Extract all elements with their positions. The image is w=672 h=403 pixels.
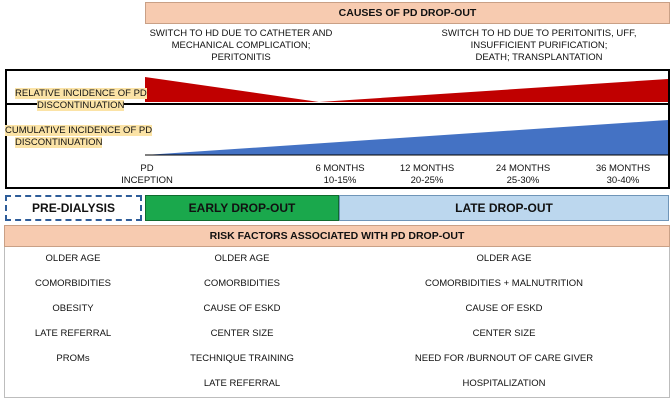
risk-item: TECHNIQUE TRAINING [190, 353, 294, 364]
risk-item: OLDER AGE [476, 253, 532, 264]
early-cause-line: PERITONITIS [211, 52, 271, 63]
early-causes: SWITCH TO HD DUE TO CATHETER AND MECHANI… [146, 28, 336, 64]
timepoint-label: 36 MONTHS [595, 163, 651, 174]
risk-item: CAUSE OF ESKD [203, 303, 281, 314]
early-cause-line: SWITCH TO HD DUE TO CATHETER AND [149, 28, 333, 39]
phase-pre-dialysis: PRE-DIALYSIS [5, 195, 142, 221]
relative-label-line: RELATIVE INCIDENCE OF PD [15, 88, 147, 99]
cumulative-incidence-shape [145, 120, 668, 155]
relative-label: RELATIVE INCIDENCE OF PD DISCONTINUATION [15, 88, 150, 112]
timepoint-label: 6 MONTHS [315, 163, 365, 174]
risk-item: PROMs [56, 353, 90, 364]
risk-item: HOSPITALIZATION [462, 378, 546, 389]
timepoint-label: 12 MONTHS [399, 163, 455, 174]
cumulative-label-line: CUMULATIVE INCIDENCE OF PD [5, 125, 153, 136]
risk-column-pre: OLDER AGE COMORBIDITIES OBESITY LATE REF… [5, 253, 141, 378]
timepoint-inception: PD INCEPTION [107, 163, 187, 187]
late-cause-line: INSUFFICIENT PURIFICATION; [470, 40, 608, 51]
risk-item: COMORBIDITIES [34, 278, 111, 289]
timepoint-36-months: 36 MONTHS 30-40% [583, 163, 663, 187]
risk-item: CENTER SIZE [210, 328, 274, 339]
late-cause-line: SWITCH TO HD DUE TO PERITONITIS, UFF, [441, 28, 637, 39]
timepoint-sub: 25-30% [506, 175, 540, 186]
cumulative-label: CUMULATIVE INCIDENCE OF PD DISCONTINUATI… [5, 125, 155, 149]
timepoint-sub: 30-40% [606, 175, 640, 186]
risk-column-early: OLDER AGE COMORBIDITIES CAUSE OF ESKD CE… [145, 253, 339, 403]
risk-item: CAUSE OF ESKD [465, 303, 543, 314]
risk-item: LATE REFERRAL [203, 378, 281, 389]
relative-label-line: DISCONTINUATION [37, 100, 125, 111]
timepoint-label: 24 MONTHS [495, 163, 551, 174]
risk-column-late: OLDER AGE COMORBIDITIES + MALNUTRITION C… [339, 253, 669, 403]
cumulative-label-line: DISCONTINUATION [15, 137, 103, 148]
risk-item: OLDER AGE [45, 253, 101, 264]
risk-item: LATE REFERRAL [34, 328, 112, 339]
risk-item: CENTER SIZE [472, 328, 536, 339]
early-cause-line: MECHANICAL COMPLICATION; [171, 40, 311, 51]
risk-item: NEED FOR /BURNOUT OF CARE GIVER [414, 353, 594, 364]
timepoint-6-months: 6 MONTHS 10-15% [300, 163, 380, 187]
late-cause-line: DEATH; TRANSPLANTATION [475, 52, 603, 63]
phase-early-drop-out: EARLY DROP-OUT [145, 195, 339, 221]
risk-item: COMORBIDITIES [203, 278, 280, 289]
risk-header: RISK FACTORS ASSOCIATED WITH PD DROP-OUT [4, 225, 670, 247]
timepoint-label: PD [140, 163, 154, 174]
timepoint-sub: INCEPTION [121, 175, 173, 186]
timepoint-sub: 20-25% [410, 175, 444, 186]
risk-item: COMORBIDITIES + MALNUTRITION [424, 278, 584, 289]
timepoint-sub: 10-15% [323, 175, 357, 186]
phase-late-drop-out: LATE DROP-OUT [339, 195, 669, 221]
risk-item: OLDER AGE [214, 253, 270, 264]
risk-item: OBESITY [52, 303, 94, 314]
incidence-panel: RELATIVE INCIDENCE OF PD DISCONTINUATION… [5, 69, 670, 189]
relative-incidence-shape [145, 77, 668, 102]
timepoint-24-months: 24 MONTHS 25-30% [483, 163, 563, 187]
late-causes: SWITCH TO HD DUE TO PERITONITIS, UFF, IN… [420, 28, 658, 64]
causes-header: CAUSES OF PD DROP-OUT [145, 2, 670, 24]
timepoint-12-months: 12 MONTHS 20-25% [387, 163, 467, 187]
